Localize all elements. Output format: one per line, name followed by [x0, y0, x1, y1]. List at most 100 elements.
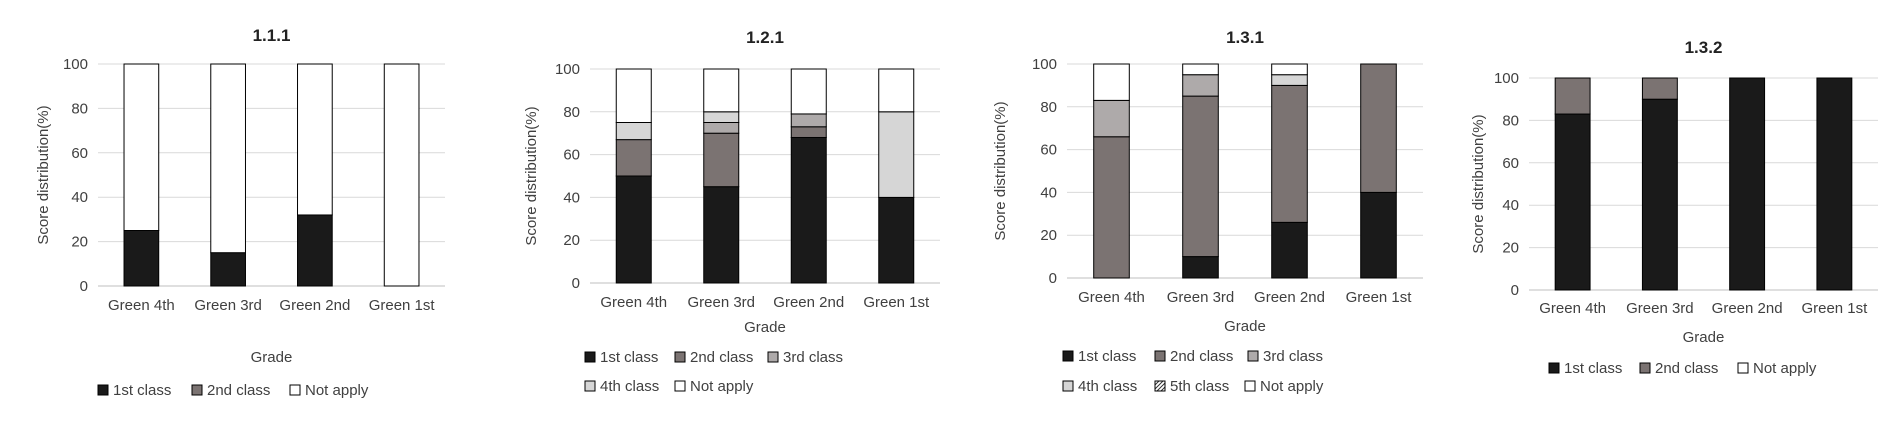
- x-tick-label: Green 3rd: [687, 294, 755, 311]
- bar-segment-1st-class: [1729, 77, 1766, 291]
- bar-segment-3rd-class: [1093, 99, 1130, 138]
- legend-label: 3rd class: [1263, 348, 1323, 365]
- y-tick-label: 60: [1040, 142, 1057, 159]
- y-tick-label: 0: [572, 275, 580, 292]
- bar-segment-not-apply: [383, 63, 420, 287]
- bar-segment-2nd-class: [1093, 136, 1130, 279]
- chart-title: 1.2.1: [746, 28, 784, 47]
- legend-swatch: [1062, 350, 1074, 362]
- y-tick-label: 20: [563, 232, 580, 249]
- bar-segment-1st-class: [1641, 98, 1678, 291]
- chart-title: 1.3.2: [1685, 38, 1723, 57]
- x-tick-label: Green 1st: [1801, 300, 1868, 317]
- legend-swatch: [1548, 362, 1560, 374]
- x-tick-label: Green 2nd: [279, 297, 350, 314]
- legend-label: 2nd class: [207, 382, 270, 399]
- y-axis-label: Score distribution(%): [992, 101, 1009, 240]
- bar-segment-not-apply: [1093, 63, 1130, 101]
- x-tick-label: Green 1st: [369, 297, 436, 314]
- x-axis-label: Grade: [1224, 318, 1266, 335]
- bar-segment-2nd-class: [790, 126, 827, 138]
- y-axis-label: Score distribution(%): [35, 105, 52, 244]
- legend-label: 5th class: [1170, 378, 1229, 395]
- y-tick-label: 0: [1511, 282, 1519, 299]
- y-tick-label: 0: [80, 278, 88, 295]
- x-tick-label: Green 4th: [1539, 300, 1606, 317]
- bar-segment-2nd-class: [1641, 77, 1678, 100]
- y-tick-label: 100: [555, 61, 580, 78]
- y-tick-label: 80: [563, 104, 580, 121]
- bar-segment-not-apply: [1182, 63, 1219, 76]
- bar-segment-4th-class: [1271, 74, 1308, 86]
- x-tick-label: Green 2nd: [773, 294, 844, 311]
- legend-swatch: [767, 351, 779, 363]
- legend-label: 4th class: [600, 378, 659, 395]
- bar-segment-2nd-class: [1554, 77, 1591, 115]
- y-tick-label: 80: [1040, 99, 1057, 116]
- y-axis-label: Score distribution(%): [1470, 114, 1487, 253]
- legend: 1st class 2nd class Not apply: [1548, 360, 1817, 377]
- y-tick-label: 20: [71, 234, 88, 251]
- y-tick-label: 20: [1040, 227, 1057, 244]
- bar-segment-1st-class: [1816, 77, 1853, 291]
- legend-swatch: [97, 384, 109, 396]
- legend-swatch: [289, 384, 301, 396]
- y-tick-label: 100: [63, 56, 88, 73]
- bar-segment-1st-class: [615, 175, 652, 284]
- x-tick-label: Green 4th: [1078, 289, 1145, 306]
- bar-segment-1st-class: [703, 186, 740, 284]
- legend-swatch: [1244, 380, 1256, 392]
- bar-segment-4th-class: [703, 111, 740, 124]
- legend-swatch: [674, 380, 686, 392]
- y-tick-label: 60: [563, 147, 580, 164]
- legend-swatch: [1154, 350, 1166, 362]
- legend-label: 2nd class: [1655, 360, 1718, 377]
- chart-panel-3: 1.3.1 0 20 40 60 80 100 Green 4th Green 3rd Green…: [992, 28, 1423, 395]
- bar-segment-4th-class: [615, 122, 652, 141]
- legend-label: 3rd class: [783, 349, 843, 366]
- x-tick-label: Green 4th: [600, 294, 667, 311]
- y-tick-label: 0: [1049, 270, 1057, 287]
- x-axis-label: Grade: [1683, 329, 1725, 346]
- bar-segment-3rd-class: [790, 113, 827, 128]
- y-tick-label: 100: [1032, 56, 1057, 73]
- bar-segment-2nd-class: [1271, 84, 1308, 223]
- bar-segment-not-apply: [878, 68, 915, 113]
- x-axis-label: Grade: [744, 319, 786, 336]
- bar-segment-not-apply: [703, 68, 740, 113]
- legend-label: 1st class: [1564, 360, 1622, 377]
- legend-swatch: [1154, 380, 1166, 392]
- bar-segment-not-apply: [1271, 63, 1308, 76]
- legend-label: Not apply: [305, 382, 369, 399]
- bar-segment-not-apply: [210, 63, 246, 254]
- y-tick-label: 40: [71, 189, 88, 206]
- legend-label: Not apply: [1753, 360, 1817, 377]
- legend: 1st class 2nd class 3rd class 4th class Not …: [584, 349, 843, 395]
- x-tick-label: Green 2nd: [1712, 300, 1783, 317]
- legend-label: 1st class: [113, 382, 171, 399]
- bar-segment-1st-class: [1182, 256, 1219, 279]
- x-tick-label: Green 3rd: [1167, 289, 1235, 306]
- legend-swatch: [584, 380, 596, 392]
- legend-swatch: [1062, 380, 1074, 392]
- legend-label: 1st class: [600, 349, 658, 366]
- bar-segment-not-apply: [790, 68, 827, 115]
- y-tick-label: 60: [71, 145, 88, 162]
- legend-label: 4th class: [1078, 378, 1137, 395]
- legend-label: 1st class: [1078, 348, 1136, 365]
- chart-title: 1.1.1: [253, 26, 291, 45]
- legend-swatch: [584, 351, 596, 363]
- bar-segment-2nd-class: [1182, 95, 1219, 258]
- y-tick-label: 40: [1040, 184, 1057, 201]
- x-tick-label: Green 3rd: [1626, 300, 1694, 317]
- y-tick-label: 80: [1502, 112, 1519, 129]
- bar-segment-1st-class: [1554, 113, 1591, 291]
- bar-segment-2nd-class: [615, 139, 652, 177]
- legend-swatch: [1737, 362, 1749, 374]
- bar-segment-1st-class: [878, 196, 915, 284]
- bar-segment-4th-class: [878, 111, 915, 198]
- x-tick-label: Green 4th: [108, 297, 175, 314]
- bar-segment-1st-class: [297, 214, 333, 287]
- legend: 1st class 2nd class 3rd class 4th class 5th …: [1062, 348, 1324, 395]
